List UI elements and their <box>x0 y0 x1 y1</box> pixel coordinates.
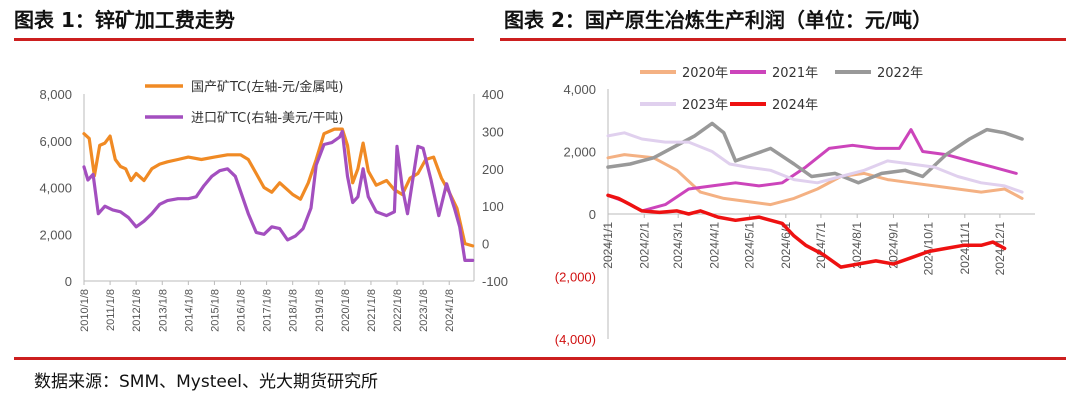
series-line-2021 <box>606 128 1018 213</box>
x-tick-label: 2024/10/1 <box>922 222 936 276</box>
legend-label: 国产矿TC(左轴-元/金属吨) <box>191 79 343 95</box>
x-tick-label: 2024/9/1 <box>886 222 900 269</box>
legend-label: 2021年 <box>772 66 818 81</box>
y-right-tick-label: 0 <box>482 237 489 252</box>
legend-label: 进口矿TC(右轴-美元/干吨) <box>191 111 343 126</box>
y-left-tick-label: 4,000 <box>39 181 72 196</box>
y-tick-label: (4,000) <box>555 332 596 347</box>
x-tick-label: 2024/1/8 <box>444 289 456 332</box>
footer-divider <box>14 357 1066 360</box>
y-right-tick-label: -100 <box>482 274 508 289</box>
y-tick-label: 0 <box>589 207 596 222</box>
x-tick-label: 2020/1/8 <box>340 289 352 332</box>
x-tick-label: 2011/1/8 <box>105 289 117 331</box>
x-tick-label: 2024/5/1 <box>743 222 757 269</box>
series-line-2024 <box>606 193 1007 269</box>
title-divider-right <box>500 38 1066 41</box>
y-right-tick-label: 200 <box>482 162 504 177</box>
x-tick-label: 2022/1/8 <box>392 289 404 332</box>
legend-label: 2024年 <box>772 98 818 113</box>
chart1-title: 图表 1：锌矿加工费走势 <box>14 8 235 32</box>
x-tick-label: 2024/3/1 <box>671 222 685 269</box>
y-left-tick-label: 2,000 <box>39 227 72 242</box>
x-tick-label: 2012/1/8 <box>131 289 143 332</box>
title-divider-left <box>14 38 474 41</box>
x-tick-label: 2021/1/8 <box>366 289 378 332</box>
x-tick-label: 2016/1/8 <box>236 289 248 332</box>
series-line-2022 <box>606 121 1024 185</box>
x-tick-label: 2014/1/8 <box>183 289 195 332</box>
x-tick-label: 2024/8/1 <box>850 222 864 269</box>
x-tick-label: 2024/11/1 <box>958 222 972 275</box>
y-tick-label: 4,000 <box>563 82 596 97</box>
x-tick-label: 2024/4/1 <box>707 222 721 269</box>
chart2-title: 图表 2：国产原生冶炼生产利润（单位：元/吨） <box>504 8 933 32</box>
x-tick-label: 2024/12/1 <box>993 222 1007 276</box>
y-tick-label: 2,000 <box>563 145 596 160</box>
y-left-tick-label: 6,000 <box>39 134 72 149</box>
x-tick-label: 2017/1/8 <box>262 289 274 332</box>
zinc-tc-chart: 8,000 6,000 4,000 2,000 0 400 300 200 100 0 -100 20… <box>39 79 508 332</box>
smelting-profit-chart: 4,000 2,000 0 (2,000) (4,000) 2024/1/1 2024/2/… <box>555 66 1035 347</box>
x-tick-label: 2024/1/1 <box>601 222 615 269</box>
source-note: 数据来源：SMM、Mysteel、光大期货研究所 <box>34 372 379 392</box>
x-tick-label: 2010/1/8 <box>79 289 91 332</box>
legend-label: 2020年 <box>682 66 728 81</box>
series-line-domestic-tc <box>82 127 475 248</box>
x-tick-label: 2024/2/1 <box>637 222 651 269</box>
series-line-2020 <box>606 153 1024 207</box>
series-line-import-tc <box>82 129 475 262</box>
y-right-tick-label: 300 <box>482 124 504 139</box>
y-right-tick-label: 400 <box>482 87 504 102</box>
x-tick-label: 2019/1/8 <box>314 289 326 332</box>
x-tick-label: 2015/1/8 <box>209 289 221 332</box>
legend-label: 2023年 <box>682 98 728 113</box>
y-tick-label: (2,000) <box>555 270 596 285</box>
y-left-tick-label: 0 <box>65 274 72 289</box>
x-tick-label: 2024/7/1 <box>814 222 828 269</box>
y-right-tick-label: 100 <box>482 199 504 214</box>
x-tick-label: 2018/1/8 <box>288 289 300 332</box>
x-tick-label: 2013/1/8 <box>157 289 169 332</box>
series-line-2023 <box>606 131 1024 194</box>
y-left-tick-label: 8,000 <box>39 87 72 102</box>
legend-label: 2022年 <box>877 66 923 81</box>
x-tick-label: 2023/1/8 <box>418 289 430 332</box>
